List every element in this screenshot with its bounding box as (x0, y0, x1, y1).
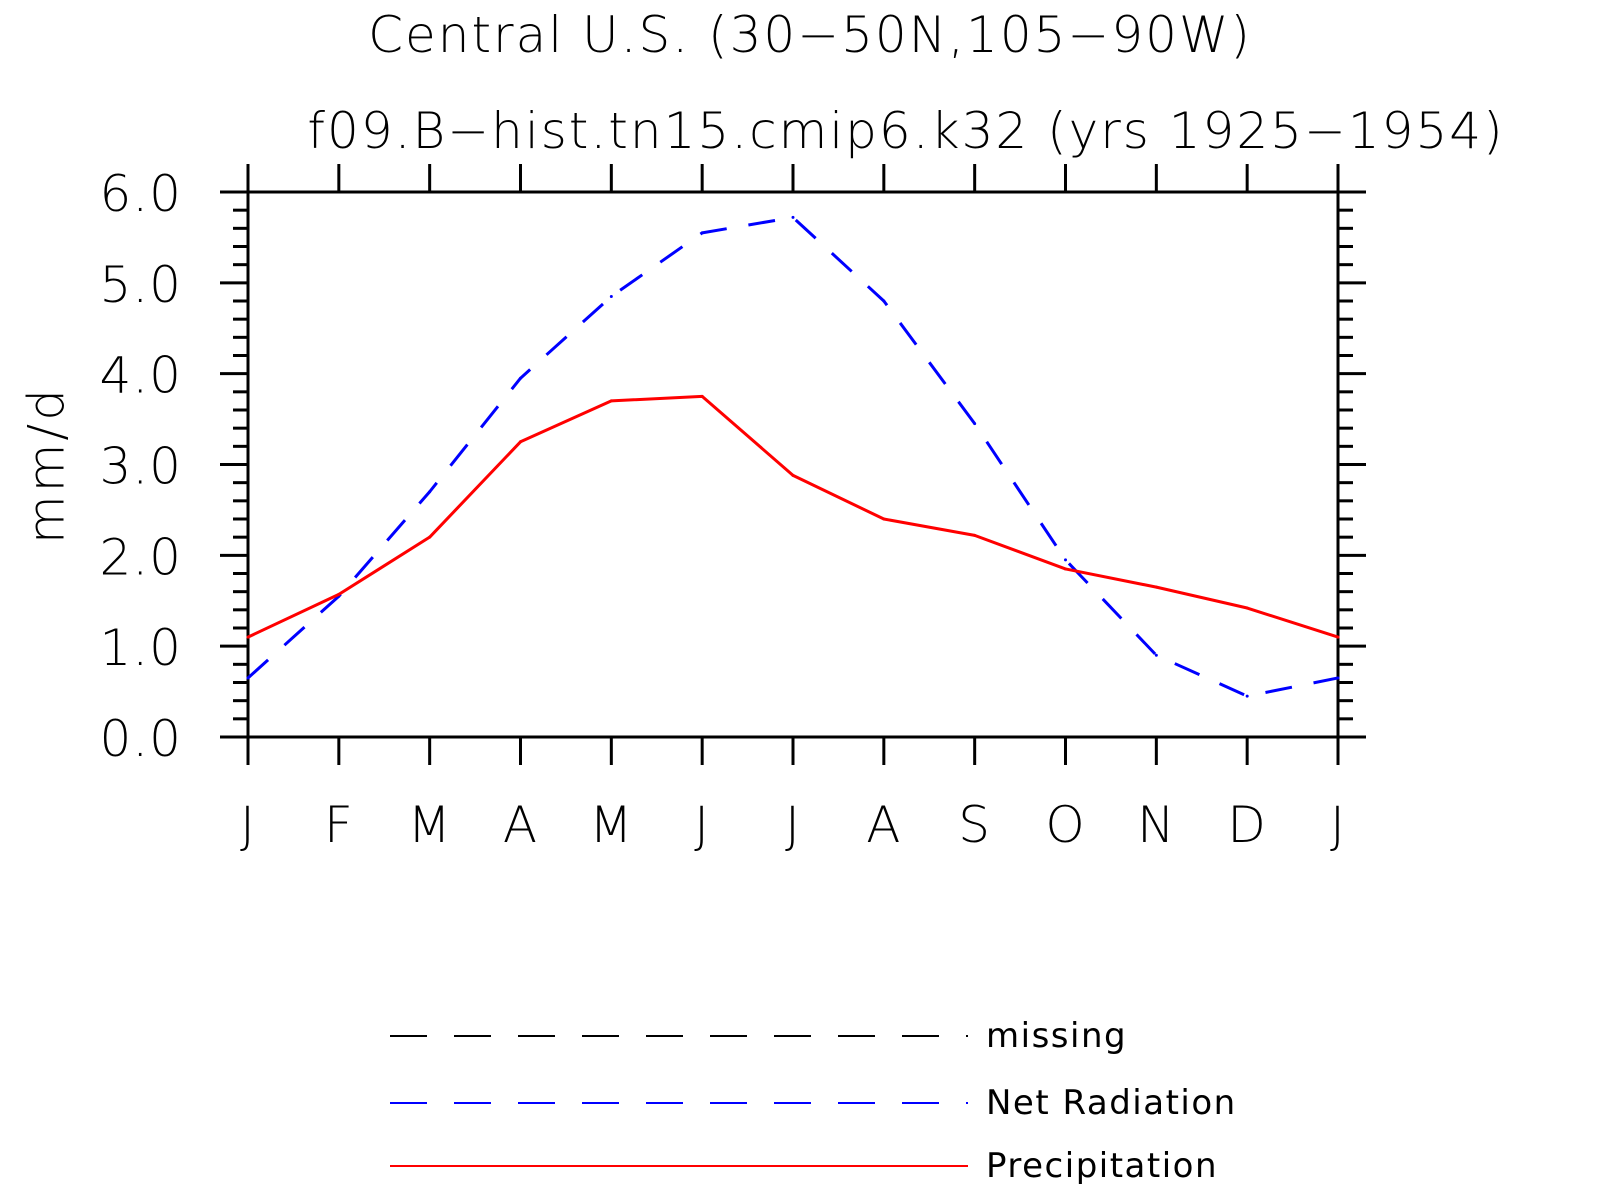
x-tick-label: M (408, 796, 452, 854)
x-tick-label: M (589, 796, 633, 854)
data-point-1 (973, 422, 977, 426)
axis-ticks: J F M A M J J A S O N D J0.01.02.03.04.05.06.0 (99, 164, 1366, 854)
plot-border (246, 190, 1340, 739)
x-tick-label: D (1227, 796, 1267, 854)
series-layer (246, 215, 1340, 698)
data-point-2 (973, 533, 977, 537)
chart-title: Central U.S. (30−50N,105−90W) (368, 6, 1252, 64)
data-point-2 (700, 394, 704, 398)
y-tick-label: 6.0 (99, 165, 182, 223)
legend-label-2: Precipitation (986, 1146, 1218, 1186)
data-point-1 (519, 376, 522, 380)
y-tick-label: 4.0 (99, 347, 182, 405)
data-point-2 (428, 535, 432, 539)
data-point-1 (1336, 676, 1340, 680)
x-tick-label: S (958, 796, 991, 854)
data-point-2 (791, 473, 795, 477)
y-tick-label: 5.0 (99, 256, 182, 314)
data-point-1 (1154, 653, 1158, 657)
data-point-1 (791, 215, 795, 219)
data-point-1 (428, 490, 432, 494)
data-point-1 (1245, 694, 1249, 698)
data-point-2 (609, 399, 613, 403)
data-point-2 (1154, 585, 1158, 589)
chart-subtitle: f09.B−hist.tn15.cmip6.k32 (yrs 1925−1954… (307, 102, 1504, 160)
x-tick-label: A (866, 796, 901, 854)
data-point-1 (246, 676, 250, 680)
data-point-2 (1064, 567, 1067, 571)
data-point-1 (700, 231, 704, 235)
series-line-2 (247, 394, 1339, 639)
data-point-2 (246, 635, 250, 639)
y-tick-label: 2.0 (99, 528, 182, 586)
data-point-2 (882, 517, 886, 521)
x-tick-label: J (1330, 796, 1346, 854)
y-axis-title: mm/d (18, 386, 76, 544)
y-tick-label: 0.0 (99, 710, 182, 768)
y-tick-label: 1.0 (99, 619, 182, 677)
x-tick-label: J (694, 796, 710, 854)
plot-frame (246, 190, 1340, 739)
legend-label-0: missing (986, 1016, 1127, 1056)
data-point-2 (337, 592, 341, 596)
x-tick-label: A (503, 796, 538, 854)
data-point-1 (1064, 558, 1067, 562)
legend: missing Net Radiation Precipitation (390, 1016, 1237, 1186)
y-tick-label: 3.0 (99, 438, 182, 496)
x-tick-label: O (1045, 796, 1085, 854)
data-point-2 (1336, 635, 1340, 639)
x-tick-label: F (324, 796, 354, 854)
data-point-1 (609, 294, 613, 298)
data-point-2 (519, 440, 522, 444)
legend-label-1: Net Radiation (986, 1083, 1237, 1123)
series-line-1 (246, 215, 1339, 698)
x-tick-label: J (240, 796, 256, 854)
x-tick-label: J (785, 796, 801, 854)
data-point-1 (882, 299, 886, 303)
data-point-2 (1245, 606, 1249, 610)
x-tick-label: N (1137, 796, 1175, 854)
